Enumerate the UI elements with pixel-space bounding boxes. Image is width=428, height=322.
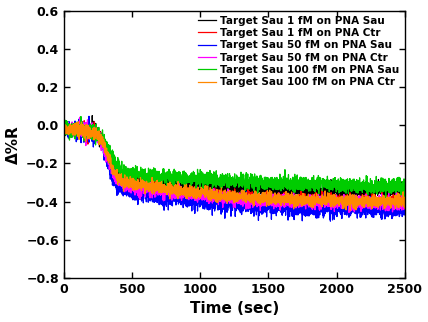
Target Sau 100 fM on PNA Sau — [402, 198, 407, 202]
Target Sau 1 fM on PNA Sau — [68, 130, 73, 134]
Target Sau 50 fM on PNA Ctr — [366, 204, 371, 208]
Target Sau 1 fM on PNA Ctr — [193, 188, 199, 192]
Target Sau 1 fM on PNA Ctr — [366, 197, 371, 201]
Target Sau 100 fM on PNA Ctr — [76, 120, 81, 124]
Target Sau 50 fM on PNA Sau — [366, 207, 371, 211]
Target Sau 100 fM on PNA Sau — [402, 183, 407, 186]
Target Sau 100 fM on PNA Sau — [366, 185, 371, 189]
Target Sau 100 fM on PNA Sau — [61, 123, 66, 127]
Line: Target Sau 1 fM on PNA Sau: Target Sau 1 fM on PNA Sau — [64, 116, 405, 201]
Target Sau 1 fM on PNA Sau — [252, 187, 257, 191]
Target Sau 100 fM on PNA Sau — [339, 182, 344, 186]
Target Sau 1 fM on PNA Sau — [366, 185, 371, 189]
Line: Target Sau 100 fM on PNA Ctr: Target Sau 100 fM on PNA Ctr — [64, 122, 405, 210]
Line: Target Sau 1 fM on PNA Ctr: Target Sau 1 fM on PNA Ctr — [64, 121, 405, 211]
Target Sau 1 fM on PNA Ctr — [354, 209, 359, 213]
Target Sau 50 fM on PNA Ctr — [193, 186, 199, 190]
Target Sau 100 fM on PNA Ctr — [339, 200, 344, 204]
X-axis label: Time (sec): Time (sec) — [190, 301, 279, 317]
Target Sau 50 fM on PNA Sau — [193, 197, 199, 201]
Target Sau 50 fM on PNA Sau — [61, 123, 66, 127]
Target Sau 100 fM on PNA Sau — [68, 129, 73, 133]
Target Sau 1 fM on PNA Ctr — [339, 204, 344, 208]
Target Sau 100 fM on PNA Sau — [78, 115, 83, 118]
Target Sau 100 fM on PNA Sau — [193, 187, 199, 191]
Target Sau 1 fM on PNA Sau — [61, 123, 66, 127]
Target Sau 50 fM on PNA Sau — [86, 114, 92, 118]
Target Sau 50 fM on PNA Ctr — [61, 123, 66, 127]
Target Sau 50 fM on PNA Sau — [328, 219, 333, 223]
Target Sau 100 fM on PNA Ctr — [193, 195, 199, 199]
Target Sau 100 fM on PNA Sau — [252, 180, 257, 184]
Target Sau 1 fM on PNA Sau — [353, 194, 358, 197]
Target Sau 100 fM on PNA Ctr — [252, 194, 257, 198]
Target Sau 50 fM on PNA Sau — [353, 203, 358, 207]
Target Sau 1 fM on PNA Ctr — [402, 200, 407, 204]
Target Sau 100 fM on PNA Ctr — [353, 199, 358, 203]
Line: Target Sau 50 fM on PNA Ctr: Target Sau 50 fM on PNA Ctr — [64, 117, 405, 213]
Target Sau 1 fM on PNA Ctr — [68, 124, 73, 128]
Target Sau 1 fM on PNA Sau — [339, 190, 345, 194]
Target Sau 100 fM on PNA Sau — [353, 183, 358, 186]
Target Sau 100 fM on PNA Ctr — [61, 123, 66, 127]
Target Sau 100 fM on PNA Ctr — [366, 197, 371, 201]
Target Sau 50 fM on PNA Ctr — [77, 115, 83, 119]
Target Sau 1 fM on PNA Ctr — [353, 201, 358, 204]
Target Sau 1 fM on PNA Sau — [193, 184, 199, 187]
Target Sau 1 fM on PNA Ctr — [252, 194, 257, 198]
Target Sau 1 fM on PNA Sau — [402, 187, 407, 191]
Target Sau 50 fM on PNA Ctr — [252, 199, 257, 203]
Target Sau 1 fM on PNA Ctr — [82, 119, 87, 123]
Target Sau 50 fM on PNA Ctr — [346, 211, 351, 214]
Target Sau 100 fM on PNA Ctr — [348, 208, 353, 212]
Target Sau 50 fM on PNA Sau — [339, 217, 345, 221]
Target Sau 1 fM on PNA Sau — [90, 114, 95, 118]
Target Sau 50 fM on PNA Sau — [68, 126, 73, 130]
Target Sau 50 fM on PNA Ctr — [402, 200, 407, 204]
Line: Target Sau 50 fM on PNA Sau: Target Sau 50 fM on PNA Sau — [64, 116, 405, 221]
Y-axis label: Δ%R: Δ%R — [6, 125, 21, 164]
Target Sau 50 fM on PNA Sau — [252, 207, 257, 211]
Line: Target Sau 100 fM on PNA Sau: Target Sau 100 fM on PNA Sau — [64, 117, 405, 200]
Legend: Target Sau 1 fM on PNA Sau, Target Sau 1 fM on PNA Ctr, Target Sau 50 fM on PNA : Target Sau 1 fM on PNA Sau, Target Sau 1… — [196, 14, 402, 89]
Target Sau 1 fM on PNA Sau — [338, 199, 343, 203]
Target Sau 1 fM on PNA Ctr — [61, 123, 66, 127]
Target Sau 100 fM on PNA Ctr — [402, 202, 407, 206]
Target Sau 50 fM on PNA Ctr — [68, 125, 73, 129]
Target Sau 50 fM on PNA Ctr — [353, 195, 358, 199]
Target Sau 100 fM on PNA Ctr — [68, 127, 73, 131]
Target Sau 50 fM on PNA Ctr — [339, 200, 344, 204]
Target Sau 50 fM on PNA Sau — [402, 212, 407, 216]
